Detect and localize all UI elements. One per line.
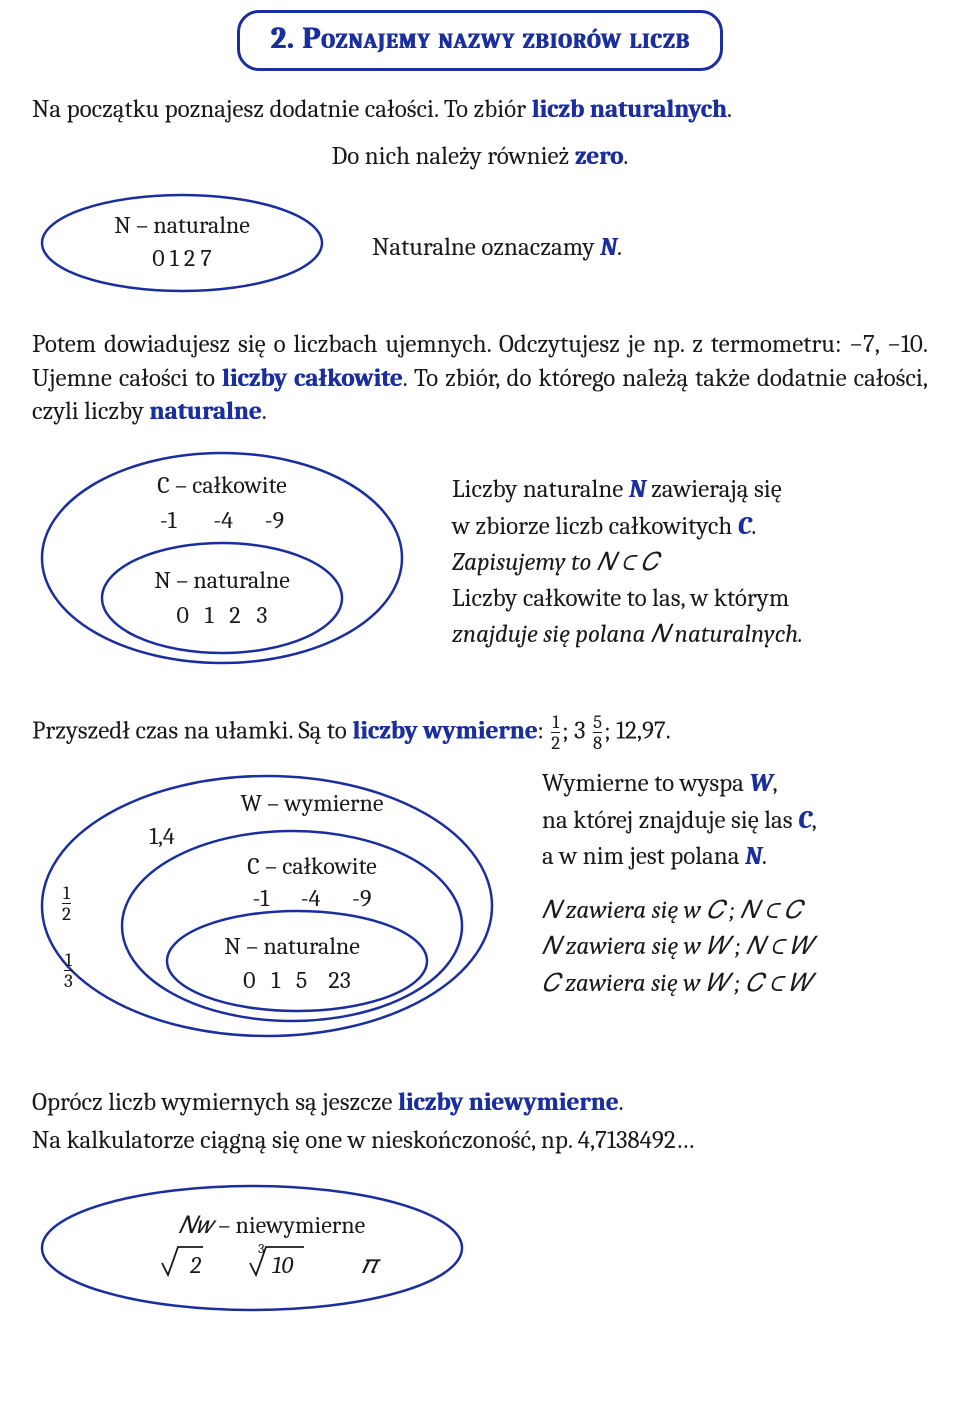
term-integers: liczby całkowite <box>222 364 403 393</box>
r2-line3: Zapisujemy to 𝑁 ⊂ 𝐶 <box>452 545 928 581</box>
text: na której znajduje się las <box>542 806 798 835</box>
diagram-natural: N – naturalne 0 1 2 7 <box>32 188 332 308</box>
term-natural-numbers: liczb naturalnych <box>532 95 727 124</box>
text: . <box>762 842 767 871</box>
r2-line2: w zbiorze liczb całkowitych C. <box>452 509 928 545</box>
den: 3 <box>64 970 73 991</box>
text: , <box>773 769 778 798</box>
d2-outer-members: -1 -4 -9 <box>160 506 284 534</box>
r2-line1: Liczby naturalne N zawierają się <box>452 472 928 508</box>
text: Do nich należy również <box>332 142 575 171</box>
term-irrational: liczby niewymierne <box>398 1088 618 1117</box>
d3-frac-1-3: 13 <box>64 951 73 991</box>
diagram1-members: 0 1 2 7 <box>152 244 212 272</box>
text: ; 3 <box>562 716 585 745</box>
term-natural-2: naturalne <box>149 397 261 426</box>
symbol-N: N <box>600 233 617 262</box>
text: Na początku poznajesz dodatnie całości. … <box>32 95 532 124</box>
r3-l4: 𝑁 zawiera się w 𝐶 ; 𝑁 ⊂ 𝐶 <box>542 893 928 929</box>
r2-line5: znajduje się polana 𝑁 naturalnych. <box>452 617 928 653</box>
row-diagram-2: C – całkowite -1 -4 -9 N – naturalne 0 1… <box>32 443 928 683</box>
text: Wymierne to wyspa <box>542 769 749 798</box>
r3-l6: 𝐶 zawiera się w 𝑊 ; 𝐶 ⊂ 𝑊 <box>542 966 928 1002</box>
text: ; 12,97. <box>604 716 671 745</box>
r3-l5: 𝑁 zawiera się w 𝑊 ; 𝑁 ⊂ 𝑊 <box>542 929 928 965</box>
text: . <box>617 233 622 262</box>
section-title: 2. Poznajemy nazwy zbiorów liczb <box>270 21 689 56</box>
d2-inner-members: 0 1 2 3 <box>176 601 267 629</box>
d4-pi: 𝜋 <box>362 1250 381 1280</box>
d3-c-members: -1 -4 -9 <box>252 884 371 912</box>
d4-cbrt10: 3 10 <box>250 1240 304 1279</box>
sym: N <box>745 842 762 871</box>
text: w zbiorze liczb całkowitych <box>452 512 738 541</box>
d3-w-label: W – wymierne <box>241 789 384 817</box>
svg-text:𝑁𝑤 – niewymierne: 𝑁𝑤 – niewymierne <box>179 1211 366 1239</box>
right-1: Naturalne oznaczamy N. <box>372 231 928 265</box>
text: a w nim jest polana <box>542 842 745 871</box>
d4-m2: 10 <box>272 1251 293 1279</box>
paragraph-4: Oprócz liczb wymiernych są jeszcze liczb… <box>32 1086 928 1120</box>
num: 5 <box>593 713 602 732</box>
term-rational: liczby wymierne <box>352 716 537 745</box>
row-diagram-1: N – naturalne 0 1 2 7 Naturalne oznaczam… <box>32 188 928 308</box>
d3-w-14: 1,4 <box>149 822 175 850</box>
fraction-1-2: 12 <box>551 713 560 753</box>
den: 2 <box>62 903 71 924</box>
diagram1-label: N – naturalne <box>114 211 250 239</box>
row-diagram-3: W – wymierne 1,4 C – całkowite -1 -4 -9 … <box>32 766 928 1056</box>
paragraph-3: Przyszedł czas na ułamki. Są to liczby w… <box>32 713 928 753</box>
sym: W <box>749 769 772 798</box>
text: , <box>812 806 817 835</box>
right-3: Wymierne to wyspa W, na której znajduje … <box>542 766 928 1002</box>
d3-c-label: C – całkowite <box>247 852 377 880</box>
diagram-integers: C – całkowite -1 -4 -9 N – naturalne 0 1… <box>32 443 412 683</box>
text: Naturalne oznaczamy <box>372 233 600 262</box>
text: Przyszedł czas na ułamki. Są to <box>32 716 352 745</box>
d4-label-a: 𝑁𝑤 <box>179 1211 218 1239</box>
text: zawierają się <box>646 475 782 504</box>
fraction-5-8: 58 <box>593 713 602 753</box>
section-title-box: 2. Poznajemy nazwy zbiorów liczb <box>237 10 722 71</box>
diagram-rational: W – wymierne 1,4 C – całkowite -1 -4 -9 … <box>32 766 502 1056</box>
d4-m1: 2 <box>189 1251 202 1279</box>
r3-l1: Wymierne to wyspa W, <box>542 766 928 802</box>
d2-outer-label: C – całkowite <box>157 471 287 499</box>
d3-n-members: 0 1 5 23 <box>243 966 351 994</box>
paragraph-1: Na początku poznajesz dodatnie całości. … <box>32 93 928 127</box>
d3-n-label: N – naturalne <box>224 932 360 960</box>
num: 1 <box>62 884 71 903</box>
text: . <box>618 1088 623 1117</box>
right-2: Liczby naturalne N zawierają się w zbior… <box>452 472 928 653</box>
r3-l2: na której znajduje się las C, <box>542 803 928 839</box>
paragraph-2: Potem dowiadujesz się o liczbach ujemnyc… <box>32 328 928 429</box>
sym: C <box>738 512 752 541</box>
text: Liczby naturalne <box>452 475 629 504</box>
text: . <box>727 95 732 124</box>
num: 1 <box>551 713 560 732</box>
d3-frac-1-2: 12 <box>62 884 71 924</box>
d4-label-b: – niewymierne <box>213 1211 366 1239</box>
text: . <box>262 397 267 426</box>
num: 1 <box>64 951 73 970</box>
r2-line4: Liczby całkowite to las, w którym <box>452 581 928 617</box>
den: 2 <box>551 732 560 753</box>
d2-inner-label: N – naturalne <box>154 566 290 594</box>
sym: N <box>629 475 646 504</box>
text: : <box>537 716 549 745</box>
den: 8 <box>593 732 602 753</box>
paragraph-1-line2: Do nich należy również zero. <box>32 140 928 174</box>
d4-sqrt2: 2 <box>162 1247 203 1279</box>
r3-l3: a w nim jest polana N. <box>542 839 928 875</box>
text: . <box>623 142 628 171</box>
sym: C <box>798 806 812 835</box>
text: Oprócz liczb wymiernych są jeszcze <box>32 1088 398 1117</box>
text: . <box>751 512 756 541</box>
diagram-irrational: 𝑁𝑤 – niewymierne 2 3 10 𝜋 <box>32 1178 928 1328</box>
paragraph-4-line2: Na kalkulatorze ciągną się one w nieskoń… <box>32 1124 928 1158</box>
term-zero: zero <box>575 142 623 171</box>
